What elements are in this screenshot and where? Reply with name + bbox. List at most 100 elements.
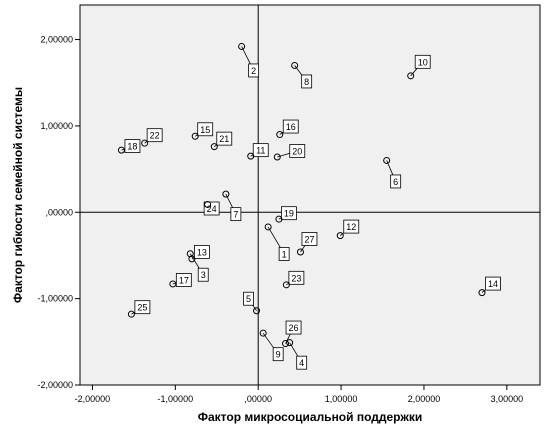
point-label: 2 (251, 66, 256, 76)
point-14: 14 (478, 276, 501, 297)
point-label: 6 (393, 177, 398, 187)
point-label-box (285, 320, 302, 335)
point-label: 7 (233, 210, 238, 220)
point-6: 6 (383, 156, 402, 189)
x-tick-label: -2,00000 (75, 394, 111, 404)
point-4: 4 (286, 339, 308, 370)
point-label: 13 (197, 247, 207, 257)
point-11: 11 (247, 143, 269, 160)
point-label-box (124, 139, 141, 153)
point-marker (478, 289, 486, 297)
point-9: 9 (259, 329, 284, 362)
point-marker (286, 339, 294, 347)
point-label: 26 (289, 323, 299, 333)
point-label: 8 (304, 77, 309, 87)
point-label-box (414, 54, 431, 69)
y-tick-label: ,00000 (45, 207, 73, 217)
point-2: 2 (238, 42, 260, 78)
point-label-box (343, 219, 360, 234)
point-label-box (288, 270, 305, 285)
plot-area (79, 4, 541, 386)
point-18: 18 (117, 139, 141, 154)
point-marker (383, 156, 391, 164)
point-label: 9 (276, 350, 281, 360)
point-marker (273, 153, 281, 161)
point-label: 23 (291, 273, 301, 283)
point-label-box (134, 300, 151, 315)
point-label: 22 (150, 131, 160, 141)
point-label: 4 (299, 358, 304, 368)
point-marker (127, 310, 135, 318)
point-label-box (175, 273, 192, 287)
point-16: 16 (276, 119, 299, 139)
y-tick-label: -2,00000 (37, 380, 73, 390)
point-10: 10 (407, 54, 431, 80)
point-marker (253, 307, 261, 315)
x-tick-label: 3,00000 (491, 394, 524, 404)
point-marker (247, 152, 255, 160)
x-axis-title: Фактор микросоциальной поддержки (198, 410, 423, 424)
point-marker (191, 132, 199, 140)
point-label: 24 (207, 204, 217, 214)
point-22: 22 (141, 128, 163, 147)
point-label: 20 (292, 147, 302, 157)
x-tick-label: ,00000 (244, 394, 272, 404)
x-tick-label: -1,00000 (158, 394, 194, 404)
point-label: 16 (286, 122, 296, 132)
x-tick-label: 1,00000 (325, 394, 358, 404)
point-label-box (197, 267, 209, 282)
y-tick-label: 2,00000 (40, 35, 73, 45)
point-label: 19 (284, 209, 294, 219)
point-label-box (193, 245, 210, 259)
point-label-box (296, 355, 308, 370)
point-label: 5 (246, 294, 251, 304)
y-axis-title: Фактор гибкости семейной системы (11, 87, 25, 303)
point-label: 10 (418, 57, 428, 67)
point-7: 7 (222, 190, 242, 222)
point-label-box (282, 119, 299, 134)
point-label-box (301, 232, 318, 246)
point-1: 1 (264, 223, 290, 261)
point-label: 17 (179, 275, 189, 285)
point-label-box (203, 201, 220, 216)
point-5: 5 (243, 291, 261, 315)
point-label-box (390, 174, 402, 189)
point-label-box (272, 347, 284, 362)
point-15: 15 (191, 122, 214, 140)
point-27: 27 (296, 232, 318, 256)
y-tick-label: 1,00000 (40, 121, 73, 131)
point-label: 21 (219, 134, 229, 144)
point-20: 20 (273, 144, 306, 161)
point-marker (169, 280, 177, 288)
point-label-box (252, 143, 269, 158)
point-25: 25 (127, 300, 151, 318)
point-marker (296, 248, 304, 256)
x-tick-label: 2,00000 (408, 394, 441, 404)
point-label: 27 (304, 235, 314, 245)
point-label-box (230, 207, 242, 222)
point-marker (259, 329, 267, 337)
point-17: 17 (169, 273, 192, 288)
point-marker (204, 201, 212, 208)
point-label: 14 (488, 279, 498, 289)
point-marker (282, 281, 290, 289)
point-marker (141, 139, 149, 147)
point-8: 8 (291, 61, 313, 89)
point-marker (336, 232, 344, 240)
point-marker (407, 72, 415, 80)
point-label: 11 (256, 146, 265, 156)
y-tick-label: -1,00000 (37, 294, 73, 304)
point-label-box (216, 131, 233, 146)
point-label: 12 (346, 222, 356, 232)
point-13: 13 (188, 245, 210, 263)
point-marker (238, 42, 246, 50)
point-24: 24 (203, 201, 220, 216)
point-label-box (146, 128, 163, 143)
point-label-box (301, 74, 313, 89)
point-26: 26 (282, 320, 302, 348)
point-marker (291, 61, 299, 69)
point-marker (210, 143, 218, 151)
point-marker (275, 215, 283, 223)
point-21: 21 (210, 131, 233, 151)
point-marker (282, 340, 290, 348)
